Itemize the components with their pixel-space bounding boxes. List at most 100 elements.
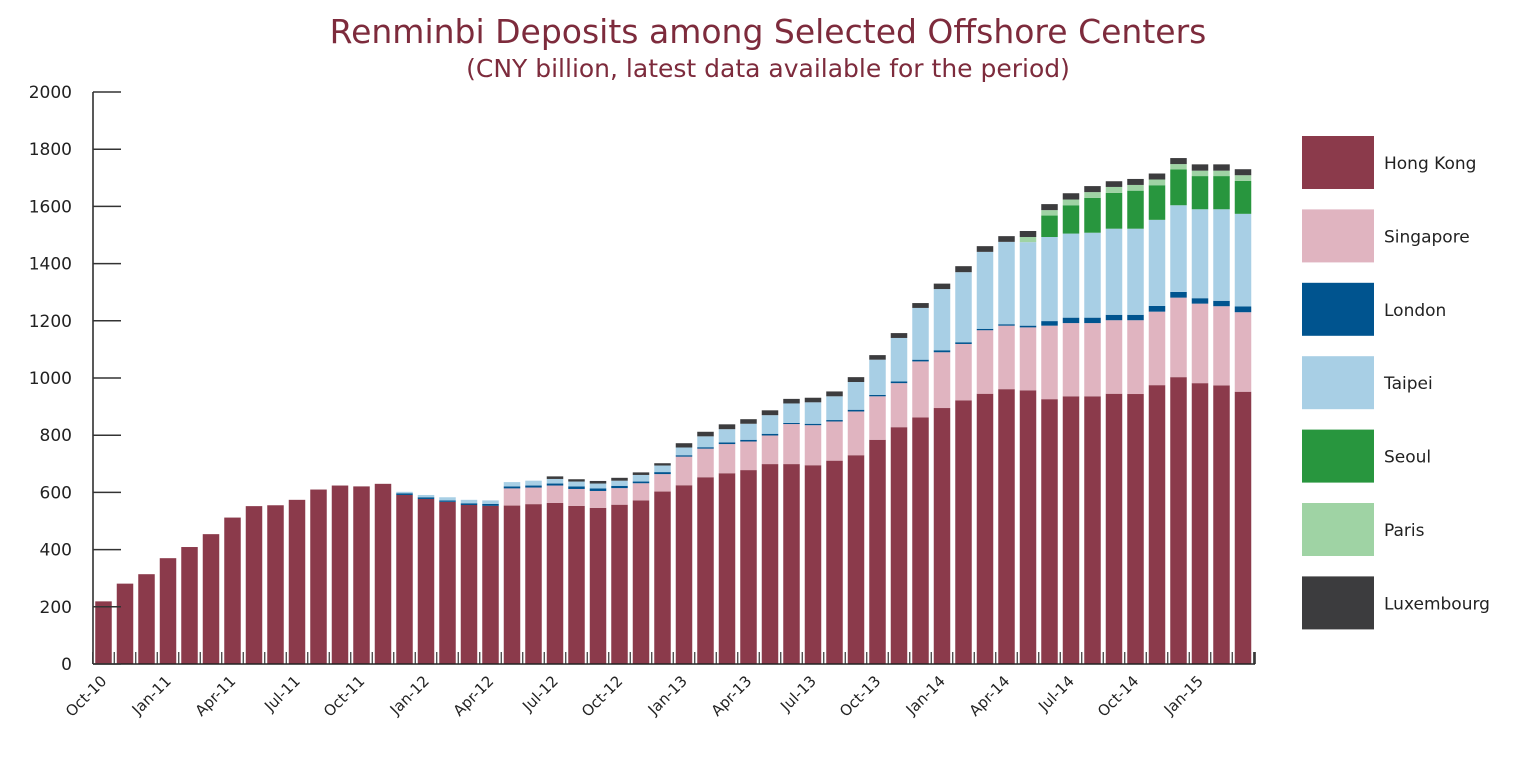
bar-segment-seoul: [1062, 205, 1080, 234]
bar-segment-london: [1062, 317, 1080, 324]
bar-segment-taipei: [740, 423, 757, 440]
bar-segment-hong-kong: [95, 601, 112, 664]
x-tick-label: Oct-13: [836, 672, 884, 720]
bar-segment-hong-kong: [288, 499, 306, 664]
bar-segment-luxembourg: [675, 443, 693, 448]
bar-segment-hong-kong: [224, 517, 241, 664]
bar-segment-luxembourg: [654, 463, 671, 466]
bar-segment-luxembourg: [1170, 158, 1187, 165]
bar-segment-seoul: [1191, 176, 1209, 210]
bar-segment-taipei: [804, 402, 822, 424]
bar-segment-london: [503, 486, 521, 489]
bar-segment-hong-kong: [525, 504, 542, 664]
bar-segment-luxembourg: [740, 419, 757, 424]
bar-segment-singapore: [1019, 327, 1037, 391]
bar-segment-taipei: [976, 251, 994, 329]
bar-segment-hong-kong: [181, 547, 198, 664]
bar-segment-luxembourg: [697, 431, 714, 437]
bar-segment-hong-kong: [761, 464, 779, 664]
x-tick-label: Jan-13: [644, 672, 691, 719]
bar-segment-taipei: [1127, 228, 1144, 315]
bar-segment-london: [396, 493, 413, 495]
x-tick-label: Jul-13: [776, 672, 820, 716]
bar-segment-paris: [1105, 186, 1123, 193]
bar-segment-taipei: [869, 359, 886, 395]
bar-segment-seoul: [1234, 180, 1252, 214]
bar-segment-luxembourg: [1105, 181, 1123, 187]
bar-segment-hong-kong: [138, 574, 155, 664]
bar-segment-hong-kong: [804, 465, 822, 664]
bar-segment-singapore: [546, 485, 564, 503]
bar-segment-paris: [1084, 192, 1101, 198]
bar-segment-london: [1041, 321, 1058, 326]
bar-segment-london: [1084, 317, 1101, 324]
x-tick-label: Jan-12: [386, 672, 433, 719]
bar-segment-hong-kong: [460, 504, 478, 664]
y-tick-label: 1800: [29, 140, 72, 160]
bar-segment-hong-kong: [697, 477, 714, 664]
bar-segment-london: [718, 442, 736, 445]
bar-segment-singapore: [525, 487, 542, 505]
legend-swatch: [1302, 356, 1374, 410]
bar-segment-taipei: [1191, 209, 1209, 299]
bar-segment-hong-kong: [912, 417, 929, 664]
x-tick-label: Oct-11: [320, 672, 368, 720]
legend-label: Hong Kong: [1384, 154, 1476, 174]
bar-segment-hong-kong: [267, 505, 284, 664]
bar-segment-taipei: [460, 499, 478, 504]
bar-segment-taipei: [826, 396, 843, 421]
bar-segment-hong-kong: [482, 505, 499, 664]
bar-segment-taipei: [589, 483, 607, 489]
bar-segment-luxembourg: [912, 303, 929, 308]
y-tick-label: 1600: [29, 197, 72, 217]
y-tick-label: 1200: [29, 312, 72, 332]
x-tick-label: Apr-11: [192, 672, 240, 720]
bar-segment-hong-kong: [310, 489, 327, 664]
bar-segment-hong-kong: [1148, 385, 1166, 664]
bar-segment-singapore: [675, 456, 693, 486]
x-tick-label: Jul-14: [1034, 672, 1078, 716]
legend-swatch: [1302, 429, 1374, 483]
bar-segment-taipei: [632, 474, 650, 482]
bar-segment-london: [890, 381, 908, 384]
bar-segment-hong-kong: [976, 393, 994, 664]
bar-segment-luxembourg: [955, 266, 972, 273]
bar-segment-hong-kong: [1127, 394, 1144, 664]
bar-segment-hong-kong: [374, 483, 392, 664]
bar-segment-taipei: [912, 307, 929, 360]
bar-segment-london: [804, 423, 822, 426]
y-tick-label: 1000: [29, 369, 72, 389]
bar-segment-singapore: [1084, 323, 1101, 397]
bar-segment-london: [1234, 306, 1252, 313]
bar-segment-luxembourg: [718, 424, 736, 430]
bar-segment-taipei: [1041, 237, 1058, 322]
bar-segment-london: [1191, 298, 1209, 304]
bar-segment-hong-kong: [589, 507, 607, 664]
x-tick-label: Jan-15: [1160, 672, 1207, 719]
y-tick-label: 800: [40, 426, 72, 446]
bar-segment-singapore: [998, 325, 1015, 390]
bar-segment-luxembourg: [1234, 169, 1252, 176]
y-tick-label: 1400: [29, 255, 72, 275]
bar-segment-hong-kong: [847, 455, 865, 664]
bar-segment-london: [826, 420, 843, 422]
bar-segment-hong-kong: [417, 498, 435, 664]
bar-segment-taipei: [890, 337, 908, 382]
bar-segment-london: [869, 394, 886, 397]
bar-segment-london: [761, 433, 779, 436]
bar-segment-hong-kong: [1234, 391, 1252, 664]
bar-segment-luxembourg: [998, 236, 1015, 242]
bar-segment-hong-kong: [353, 486, 370, 664]
legend-swatch: [1302, 503, 1374, 556]
bar-segment-hong-kong: [826, 460, 843, 664]
x-tick-label: Oct-14: [1094, 672, 1142, 720]
bar-segment-london: [589, 488, 607, 491]
bar-segment-london: [546, 483, 564, 486]
bar-segment-taipei: [998, 241, 1015, 325]
bar-segment-luxembourg: [1127, 178, 1144, 185]
bar-segment-singapore: [804, 425, 822, 466]
bar-segment-seoul: [1148, 185, 1166, 220]
bar-segment-seoul: [1213, 176, 1230, 210]
bar-segment-taipei: [439, 497, 456, 501]
bar-segment-hong-kong: [1041, 399, 1058, 664]
